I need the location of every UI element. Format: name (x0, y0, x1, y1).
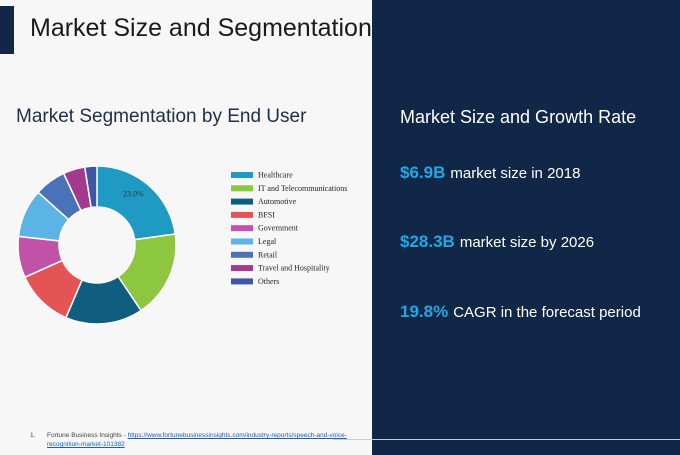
footnote-number: 1. (30, 432, 36, 439)
donut-chart: 23.0% Healthcare IT and Telecommunication… (17, 165, 347, 325)
stat-text: market size by 2026 (459, 234, 595, 251)
footnote-body: Fortune Business Insights - https://www.… (47, 431, 347, 449)
legend-label: Others (258, 277, 279, 286)
growth-heading: Market Size and Growth Rate (400, 107, 637, 127)
chart-legend: Healthcare IT and Telecommunications Autom… (231, 171, 347, 286)
stat-value: $6.9B (400, 163, 446, 182)
legend-label: Government (258, 224, 299, 233)
legend-swatch (231, 225, 253, 232)
stat-value: 19.8% (400, 302, 449, 321)
stat-text: CAGR in the forecast period (453, 304, 641, 321)
legend-label: Legal (258, 237, 277, 246)
legend-swatch (231, 265, 253, 272)
legend-label: Retail (258, 250, 278, 259)
stat-text: market size in 2018 (450, 165, 581, 182)
legend-swatch (231, 251, 253, 258)
legend-label: Travel and Hospitality (258, 264, 330, 273)
legend-swatch (231, 238, 253, 245)
donut-slices (17, 165, 177, 325)
legend-label: BFSI (258, 210, 275, 219)
legend-swatch (231, 185, 253, 192)
footnote-source: Fortune Business Insights - (47, 432, 128, 439)
right-panel (372, 0, 680, 455)
legend-swatch (231, 172, 253, 178)
stat-cagr: 19.8% CAGR in the forecast period (400, 302, 641, 322)
footer-divider (333, 439, 680, 440)
slice-others (83, 165, 98, 209)
legend-label: Automotive (258, 197, 297, 206)
legend-label: Healthcare (258, 171, 293, 180)
footnote-link[interactable]: https://www.fortunebusinessinsights.com/… (47, 432, 347, 448)
stat-market-size-2026: $28.3B market size by 2026 (400, 232, 594, 252)
legend-swatch (231, 211, 253, 218)
stat-value: $28.3B (400, 232, 455, 251)
stat-market-size-2018: $6.9B market size in 2018 (400, 163, 580, 183)
slide-title: Market Size and Segmentation (30, 14, 372, 42)
slice-healthcare (96, 165, 177, 241)
title-accent-bar (0, 6, 14, 54)
segmentation-heading: Market Segmentation by End User (16, 106, 307, 127)
legend-label: IT and Telecommunications (258, 184, 347, 193)
legend-swatch (231, 278, 253, 285)
donut-slice-labels: 23.0% (123, 190, 144, 199)
legend-swatch (231, 198, 253, 205)
slice-data-label: 23.0% (123, 190, 144, 199)
